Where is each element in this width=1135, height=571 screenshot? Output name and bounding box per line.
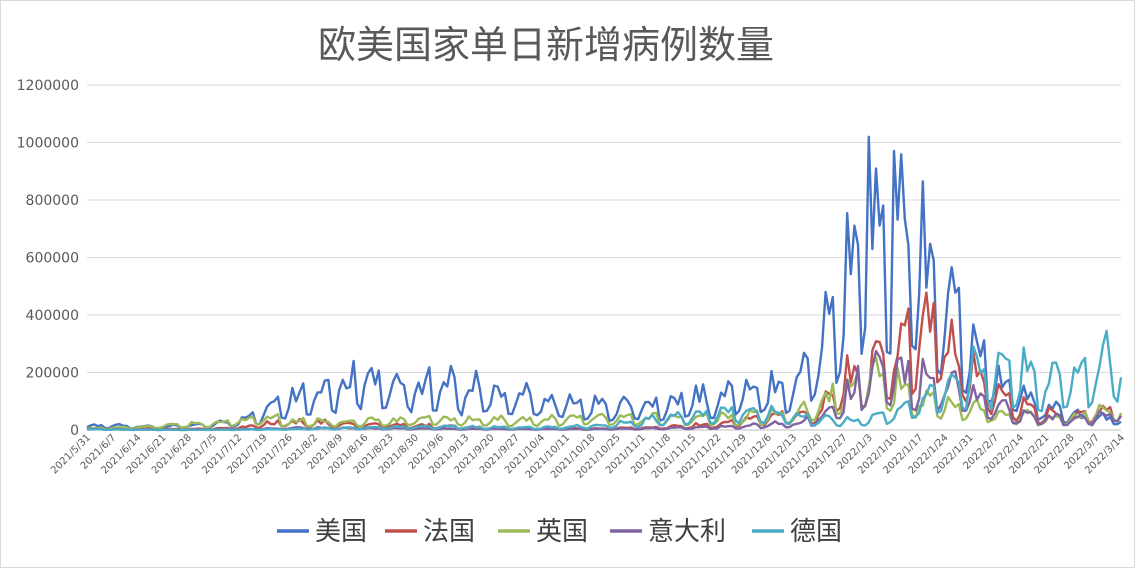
series-line-0: [86, 135, 1122, 430]
series-line-4: [86, 329, 1123, 432]
y-tick-label: 200000: [26, 366, 79, 382]
legend-label: 美国: [315, 517, 367, 547]
series-line-2: [86, 356, 1123, 431]
plot-lines: [86, 135, 1123, 432]
legend-label: 法国: [423, 517, 475, 547]
y-tick-label: 600000: [26, 251, 79, 267]
y-axis: 0 200000 400000 600000 800000 1000000 1200000: [17, 78, 79, 439]
chart-title: 欧美国家单日新增病例数量: [318, 23, 774, 67]
legend-label: 德国: [790, 517, 842, 547]
y-tick-label: 1000000: [17, 136, 79, 152]
legend: 美国 法国 英国 意大利 德国: [277, 517, 842, 547]
y-tick-label: 1200000: [17, 78, 79, 94]
y-tick-label: 800000: [26, 193, 79, 209]
legend-label: 意大利: [648, 517, 726, 547]
y-tick-label: 400000: [26, 308, 79, 324]
grid: [87, 84, 1121, 431]
x-axis: 2021/5/312021/6/72021/6/142021/6/212021/…: [49, 432, 1127, 481]
y-tick-label: 0: [70, 423, 79, 439]
legend-label: 英国: [536, 517, 588, 547]
